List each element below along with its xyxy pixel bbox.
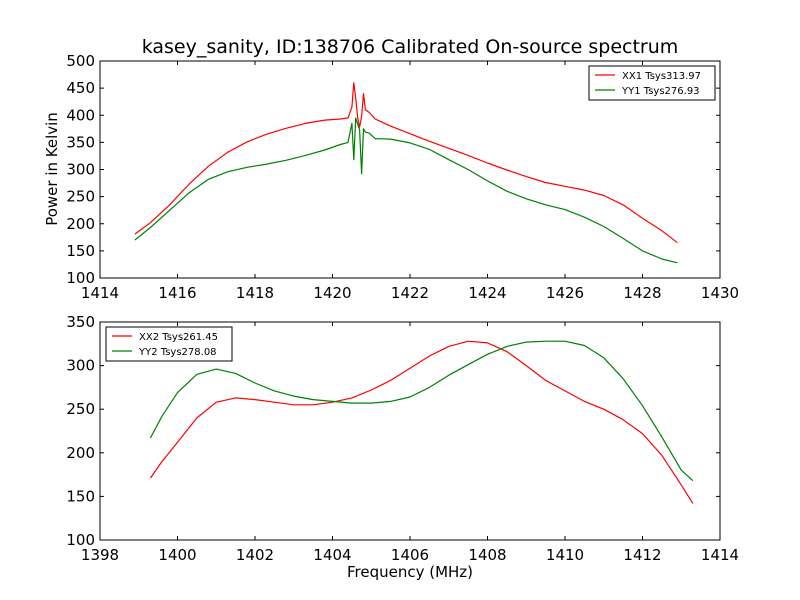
series-line-1 bbox=[149, 340, 694, 504]
chart-bottom: 1398 1400 1402 1404 1406 1408 1410 1412 1414 100 1… bbox=[66, 313, 739, 564]
x-tick-label: 1402 bbox=[236, 546, 274, 564]
legend-label-1: XX1 Tsys313.97 bbox=[622, 71, 701, 82]
legend-label-2: YY1 Tsys276.93 bbox=[621, 86, 700, 97]
series-line-1 bbox=[134, 82, 678, 244]
legend: XX1 Tsys313.97 YY1 Tsys276.93 bbox=[588, 65, 716, 101]
legend-box bbox=[105, 326, 233, 362]
y-tick-label: 350 bbox=[66, 313, 95, 331]
x-tick-label: 1414 bbox=[81, 284, 119, 302]
x-tick-label: 1406 bbox=[391, 546, 429, 564]
chart-top: 1414 1416 1418 1420 1422 1424 1426 1428 1430 100 1… bbox=[66, 52, 739, 302]
y-tick-label: 500 bbox=[66, 52, 95, 70]
x-axis-label-bottom: Frequency (MHz) bbox=[347, 563, 473, 581]
x-tick-label: 1414 bbox=[701, 546, 739, 564]
legend-label-1: XX2 Tsys261.45 bbox=[139, 332, 218, 343]
y-tick-label: 200 bbox=[66, 444, 95, 462]
y-tick-label: 300 bbox=[66, 357, 95, 375]
y-tick-label: 350 bbox=[66, 133, 95, 151]
y-tick-label: 250 bbox=[66, 400, 95, 418]
y-tick-label: 300 bbox=[66, 161, 95, 179]
x-tick-label: 1424 bbox=[468, 284, 506, 302]
legend-label-2: YY2 Tsys278.08 bbox=[138, 347, 217, 358]
x-tick-label: 1430 bbox=[701, 284, 739, 302]
x-tick-label: 1400 bbox=[158, 546, 196, 564]
legend: XX2 Tsys261.45 YY2 Tsys278.08 bbox=[105, 326, 233, 362]
y-tick-label: 100 bbox=[66, 531, 95, 549]
series-group bbox=[149, 340, 694, 504]
legend-box bbox=[588, 65, 716, 101]
y-tick-label: 250 bbox=[66, 188, 95, 206]
x-tick-label: 1412 bbox=[623, 546, 661, 564]
x-tick-label: 1428 bbox=[623, 284, 661, 302]
x-tick-label: 1408 bbox=[468, 546, 506, 564]
x-tick-label: 1426 bbox=[546, 284, 584, 302]
y-axis-label-top: Power in Kelvin bbox=[43, 112, 61, 226]
x-tick-label: 1422 bbox=[391, 284, 429, 302]
series-group bbox=[134, 82, 678, 264]
series-line-2 bbox=[134, 117, 678, 264]
figure-title: kasey_sanity, ID:138706 Calibrated On-so… bbox=[142, 36, 679, 58]
y-tick-label: 150 bbox=[66, 242, 95, 260]
x-tick-label: 1420 bbox=[313, 284, 351, 302]
x-tick-label: 1398 bbox=[81, 546, 119, 564]
x-tick-label: 1416 bbox=[158, 284, 196, 302]
y-tick-label: 200 bbox=[66, 215, 95, 233]
y-tick-label: 450 bbox=[66, 79, 95, 97]
x-tick-label: 1404 bbox=[313, 546, 351, 564]
x-tick-label: 1418 bbox=[236, 284, 274, 302]
series-line-2 bbox=[149, 340, 694, 482]
y-tick-label: 150 bbox=[66, 487, 95, 505]
y-tick-label: 100 bbox=[66, 269, 95, 287]
x-tick-label: 1410 bbox=[546, 546, 584, 564]
y-tick-label: 400 bbox=[66, 106, 95, 124]
